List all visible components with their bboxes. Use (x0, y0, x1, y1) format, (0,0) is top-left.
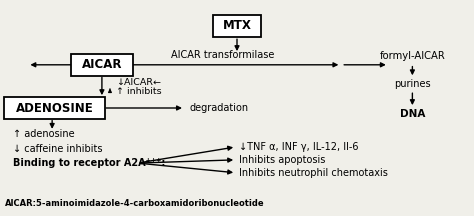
Text: formyl-AICAR: formyl-AICAR (380, 51, 445, 61)
Text: ↓ caffeine inhibits: ↓ caffeine inhibits (13, 144, 103, 154)
Text: Inhibits apoptosis: Inhibits apoptosis (239, 155, 326, 165)
Text: Binding to receptor A2A⁺⁺⁺:: Binding to receptor A2A⁺⁺⁺: (13, 158, 165, 168)
Text: AICAR transformilase: AICAR transformilase (171, 51, 274, 60)
Text: ADENOSINE: ADENOSINE (16, 102, 93, 114)
FancyBboxPatch shape (213, 15, 261, 37)
Text: MTX: MTX (223, 19, 251, 32)
Text: ↑ adenosine: ↑ adenosine (13, 129, 75, 139)
Text: ↑ inhibits: ↑ inhibits (116, 87, 162, 96)
FancyBboxPatch shape (4, 97, 105, 119)
Text: AICAR:5-aminoimidazole-4-carboxamidoribonucleotide: AICAR:5-aminoimidazole-4-carboxamidoribo… (5, 199, 264, 208)
Text: ↓TNF α, INF γ, IL-12, Il-6: ↓TNF α, INF γ, IL-12, Il-6 (239, 142, 359, 152)
Text: degradation: degradation (190, 103, 249, 113)
Text: Inhibits neutrophil chemotaxis: Inhibits neutrophil chemotaxis (239, 168, 388, 178)
Text: ↓AICAR←: ↓AICAR← (116, 78, 161, 87)
Text: purines: purines (394, 79, 431, 89)
Text: DNA: DNA (400, 110, 425, 119)
Text: AICAR: AICAR (82, 58, 122, 71)
FancyBboxPatch shape (71, 54, 133, 76)
